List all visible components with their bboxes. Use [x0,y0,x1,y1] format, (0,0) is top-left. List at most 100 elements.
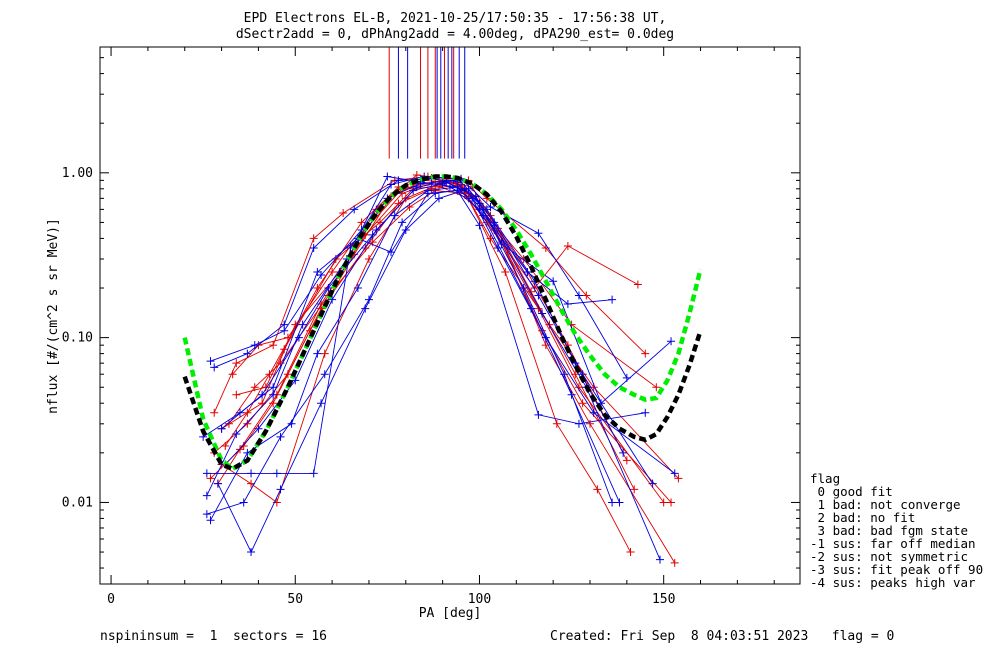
legend-entry-4: -1 sus: far off median [810,536,976,551]
x-tick-label-0: 0 [107,592,115,607]
fit-curve-black [182,174,703,472]
series-line-2 [213,176,646,413]
series-16-point-6 [431,189,440,198]
series-15-point-0 [213,479,222,488]
series-8-point-2 [280,345,289,354]
series-17-point-0 [217,424,226,433]
series-9-point-9 [552,419,561,428]
series-13-point-11 [608,295,617,304]
series-6-point-11 [652,383,661,392]
series-11-point-11 [615,498,624,507]
chart-title-line1: EPD Electrons EL-B, 2021-10-25/17:50:35 … [244,11,667,26]
series-10-point-9 [519,284,528,293]
series-18-point-1 [254,424,263,433]
series-7-point-5 [412,171,421,180]
y-tick-label-0: 0.01 [62,495,93,510]
series-17-point-9 [541,333,550,342]
legend-entry-2: 2 bad: no fit [810,510,915,525]
series-14-point-1 [243,349,252,358]
series-line-9 [213,184,631,553]
axes-layer: 0 50 100 150 0.01 0.10 1.00 [62,47,800,607]
series-line-19 [202,190,646,438]
series-3-point-3 [320,349,329,358]
series-3-point-10 [563,241,572,250]
series-19-point-9 [534,410,543,419]
chart-title-line2: dSectr2add = 0, dPhAng2add = 4.00deg, dP… [236,27,674,42]
series-9-point-10 [593,485,602,494]
series-line-0 [217,181,628,484]
series-8-point-0 [232,390,241,399]
series-16-point-0 [202,510,211,519]
footer-left: nspininsum = 1 sectors = 16 [100,629,327,644]
series-17-point-11 [670,469,679,478]
legend-entry-1: 1 bad: not converge [810,497,961,512]
series-11-point-0 [206,516,215,525]
series-12-point-9 [534,229,543,238]
series-12-point-5 [387,180,396,189]
series-17-point-1 [258,390,267,399]
series-13-point-10 [563,299,572,308]
series-14-point-5 [394,176,403,185]
series-12-point-0 [202,469,211,478]
series-line-13 [210,176,613,362]
series-14-point-4 [350,205,359,214]
series-8-point-9 [545,320,554,329]
series-4-point-11 [659,498,668,507]
series-15-point-5 [401,225,410,234]
series-15-point-2 [276,485,285,494]
series-19-point-10 [574,419,583,428]
series-2-point-11 [641,349,650,358]
series-5-point-0 [228,370,237,379]
y-tick-label-1: 0.10 [62,331,93,346]
series-line-12 [206,176,628,474]
series-3-point-11 [633,280,642,289]
series-15-point-1 [247,548,256,557]
series-13-point-5 [383,172,392,181]
plot-frame [99,46,801,585]
series-line-11 [210,186,620,521]
series-16-point-11 [656,555,664,564]
series-5-point-11 [670,558,679,567]
series-2-point-1 [232,359,241,368]
series-2-point-10 [582,291,591,300]
series-19-point-7 [453,186,462,195]
series-line-17 [221,183,675,474]
series-12-point-2 [272,469,281,478]
legend-entry-0: 0 good fit [810,484,893,499]
series-2-point-4 [339,209,348,218]
series-18-point-2 [291,376,300,385]
series-17-point-4 [368,230,377,239]
series-6-point-0 [206,474,215,483]
series-19-point-5 [387,248,396,257]
series-19-point-2 [269,383,278,392]
series-18-point-9 [549,277,558,286]
y-axis-label: nflux [#/(cm^2 s sr MeV)] [46,218,61,414]
series-8-point-11 [674,474,683,483]
series-14-point-11 [619,448,628,457]
series-5-point-10 [586,419,594,428]
reference-ticks-layer [388,47,466,159]
series-18-point-3 [328,295,337,304]
series-19-point-1 [236,408,244,417]
series-line-4 [228,190,665,503]
series-12-point-1 [247,469,256,478]
series-11-point-3 [313,349,322,358]
series-7-point-10 [578,399,587,408]
series-16-point-2 [276,432,285,441]
series-15-point-3 [317,399,326,408]
series-18-point-11 [667,337,676,346]
series-19-point-3 [313,268,322,277]
legend-entry-5: -2 sus: not symmetric [810,549,968,564]
legend: flag 0 good fit 1 bad: not converge 2 ba… [810,471,983,590]
x-tick-label-2: 100 [468,592,491,607]
fit-curves-layer [182,174,703,472]
series-5-point-3 [328,268,337,277]
series-line-10 [206,179,613,503]
x-tick-label-1: 50 [287,592,303,607]
series-17-point-10 [589,408,598,417]
series-layer [199,171,683,567]
series-0-point-11 [622,456,631,465]
series-14-point-0 [210,363,219,372]
series-17-point-7 [468,194,477,203]
series-9-point-11 [626,548,635,557]
